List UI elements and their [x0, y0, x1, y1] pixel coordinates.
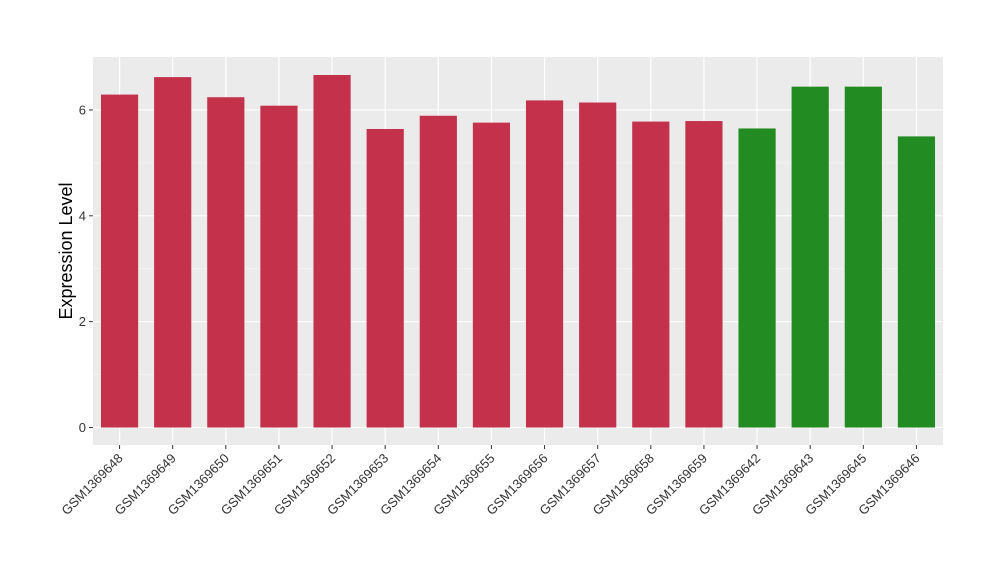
bar	[791, 86, 829, 428]
bar	[419, 115, 457, 428]
bar	[525, 100, 564, 428]
y-tick-label: 4	[79, 208, 86, 223]
y-tick-label: 2	[79, 314, 86, 329]
y-tick-label: 0	[79, 420, 86, 435]
bar	[738, 128, 776, 428]
bar	[632, 121, 670, 428]
bar	[100, 94, 139, 428]
x-axis: GSM1369648GSM1369649GSM1369650GSM1369651…	[58, 445, 923, 518]
bar	[207, 97, 245, 428]
bar	[260, 105, 298, 428]
y-tick-label: 6	[79, 102, 86, 117]
y-axis: 0 2 4 6	[79, 102, 93, 435]
bar	[685, 121, 723, 428]
bar	[897, 136, 936, 428]
bar	[366, 128, 404, 428]
bar	[313, 74, 351, 428]
y-axis-title: Expression Level	[56, 182, 76, 319]
bar	[154, 77, 192, 428]
bar	[472, 122, 511, 428]
bar	[579, 102, 617, 428]
bar	[844, 86, 882, 428]
bars	[100, 74, 936, 428]
